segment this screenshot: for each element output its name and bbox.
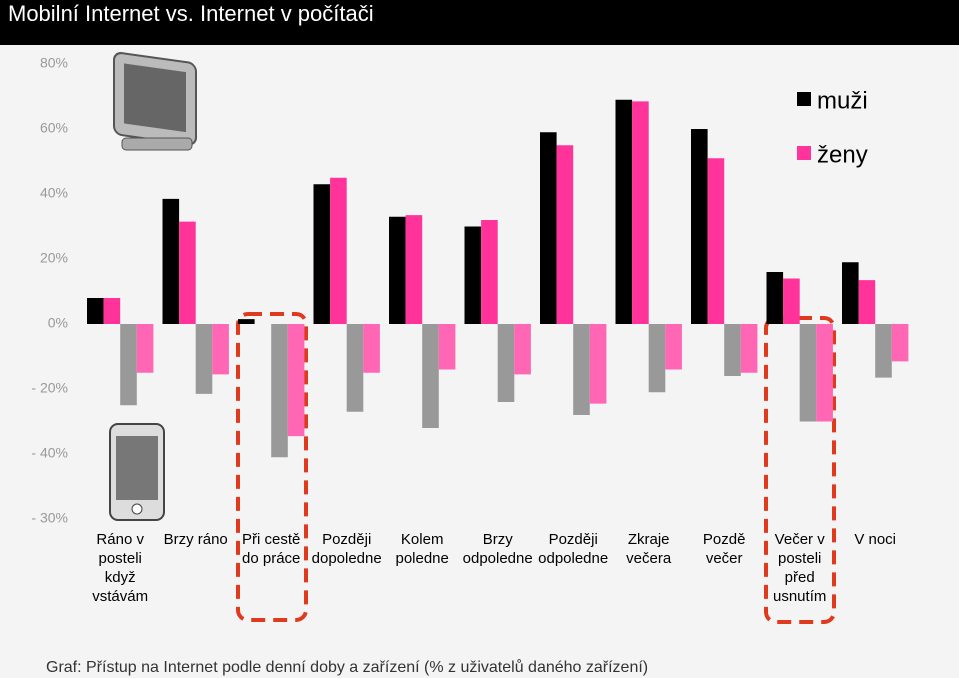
- highlight-box: [236, 312, 308, 622]
- phone-icon: [109, 423, 165, 521]
- bar: [287, 324, 305, 437]
- bar: [707, 158, 725, 324]
- bar: [766, 272, 784, 324]
- bar: [195, 324, 213, 394]
- y-tick-label: - 30%: [31, 510, 68, 526]
- bar: [816, 324, 833, 422]
- bar: [632, 101, 649, 324]
- bar: [103, 298, 121, 324]
- monitor-icon: [113, 52, 197, 151]
- bar: [648, 324, 666, 393]
- y-tick-label: 80%: [40, 55, 68, 71]
- y-tick-label: 40%: [40, 185, 68, 201]
- bar: [842, 262, 859, 324]
- bar: [422, 324, 439, 428]
- caption: Graf: Přístup na Internet podle denní do…: [46, 658, 648, 676]
- legend-swatch: [797, 146, 811, 160]
- bar: [891, 324, 909, 362]
- bar: [271, 324, 288, 458]
- x-tick-label: Později dopoledne: [311, 531, 382, 567]
- bar: [573, 324, 590, 415]
- x-tick-label: Ráno v posteli když vstávám: [92, 531, 149, 605]
- bar: [405, 215, 423, 324]
- x-tick-label: Brzy odpoledne: [462, 531, 533, 567]
- y-tick-label: 20%: [40, 250, 68, 266]
- bar: [556, 145, 574, 324]
- bar: [497, 324, 515, 402]
- x-tick-label: V noci: [854, 531, 897, 548]
- legend-label: muži: [817, 87, 868, 114]
- highlight-box: [764, 316, 836, 624]
- bar: [740, 324, 758, 373]
- bar: [120, 324, 137, 406]
- bar: [363, 324, 380, 373]
- x-tick-label: Později odpoledne: [538, 531, 609, 567]
- y-tick-label: 0%: [48, 315, 68, 331]
- bar: [346, 324, 364, 412]
- x-tick-label: Při cestě do práce: [242, 531, 301, 567]
- legend-swatch: [797, 92, 811, 106]
- bar: [615, 99, 633, 324]
- bar: [389, 216, 406, 324]
- bar: [464, 226, 482, 324]
- bar: [799, 324, 817, 422]
- bar: [858, 280, 876, 324]
- bar: [136, 324, 154, 373]
- bar: [514, 324, 531, 375]
- chart-title: Mobilní Internet vs. Internet v počítači: [8, 1, 374, 26]
- bar: [87, 298, 104, 324]
- bar: [179, 221, 196, 324]
- bar: [589, 324, 607, 404]
- x-tick-label: Pozdě večer: [702, 531, 746, 567]
- bar: [724, 324, 741, 376]
- x-tick-label: Večer v posteli před usnutím: [773, 531, 827, 605]
- y-tick-label: - 20%: [31, 380, 68, 396]
- bar: [691, 129, 708, 324]
- bar: [783, 278, 800, 324]
- y-tick-label: - 40%: [31, 445, 68, 461]
- bar: [238, 319, 255, 324]
- bar: [212, 324, 229, 375]
- bar: [665, 324, 682, 370]
- bar: [540, 132, 557, 324]
- bar: [162, 198, 180, 324]
- x-tick-label: Brzy ráno: [163, 531, 228, 548]
- bar: [438, 324, 456, 370]
- bar: [313, 184, 331, 324]
- legend-label: ženy: [817, 141, 868, 168]
- y-tick-label: 60%: [40, 120, 68, 136]
- bar: [330, 177, 347, 324]
- bar: [875, 324, 892, 378]
- bar: [481, 220, 498, 324]
- title-bar: [0, 0, 959, 45]
- x-tick-label: Kolem poledne: [395, 531, 449, 567]
- x-tick-label: Zkraje večera: [626, 531, 672, 567]
